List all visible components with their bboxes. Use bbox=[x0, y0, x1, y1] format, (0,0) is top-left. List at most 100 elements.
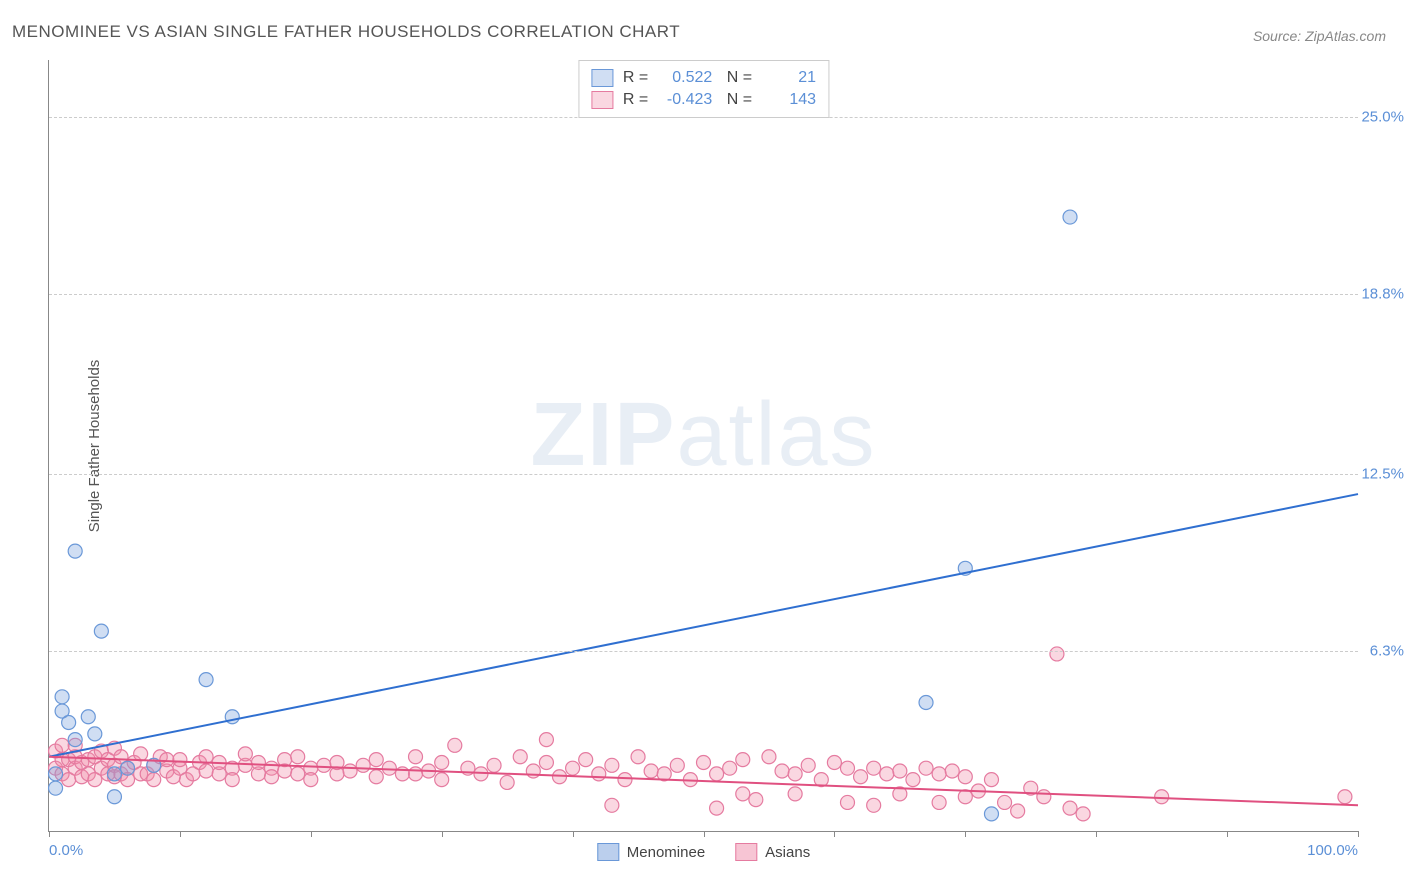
data-point bbox=[539, 733, 553, 747]
data-point bbox=[998, 795, 1012, 809]
data-point bbox=[827, 755, 841, 769]
x-tick bbox=[1096, 831, 1097, 837]
data-point bbox=[618, 773, 632, 787]
y-tick-label: 6.3% bbox=[1370, 643, 1404, 660]
data-point bbox=[88, 727, 102, 741]
data-point bbox=[592, 767, 606, 781]
data-point bbox=[513, 750, 527, 764]
data-point bbox=[251, 755, 265, 769]
x-tick-label: 0.0% bbox=[49, 842, 83, 859]
data-point bbox=[409, 767, 423, 781]
series-label-0: Menominee bbox=[627, 844, 705, 861]
data-point bbox=[199, 673, 213, 687]
data-point bbox=[356, 758, 370, 772]
data-point bbox=[1063, 210, 1077, 224]
data-point bbox=[526, 764, 540, 778]
data-point bbox=[984, 773, 998, 787]
series-legend: Menominee Asians bbox=[597, 843, 810, 861]
data-point bbox=[49, 781, 63, 795]
data-point bbox=[291, 750, 305, 764]
data-point bbox=[723, 761, 737, 775]
x-tick bbox=[573, 831, 574, 837]
x-tick bbox=[1227, 831, 1228, 837]
data-point bbox=[134, 747, 148, 761]
data-point bbox=[1063, 801, 1077, 815]
data-point bbox=[945, 764, 959, 778]
data-point bbox=[919, 696, 933, 710]
data-point bbox=[736, 753, 750, 767]
data-point bbox=[49, 767, 63, 781]
data-point bbox=[317, 758, 331, 772]
series-legend-item-0: Menominee bbox=[597, 843, 705, 861]
data-point bbox=[932, 795, 946, 809]
data-point bbox=[854, 770, 868, 784]
data-point bbox=[840, 795, 854, 809]
data-point bbox=[1155, 790, 1169, 804]
data-point bbox=[919, 761, 933, 775]
data-point bbox=[539, 755, 553, 769]
data-point bbox=[81, 710, 95, 724]
data-point bbox=[840, 761, 854, 775]
data-point bbox=[1011, 804, 1025, 818]
data-point bbox=[55, 690, 69, 704]
data-point bbox=[566, 761, 580, 775]
gridline bbox=[49, 474, 1358, 475]
x-tick bbox=[311, 831, 312, 837]
data-point bbox=[62, 715, 76, 729]
data-point bbox=[736, 787, 750, 801]
x-tick bbox=[49, 831, 50, 837]
data-point bbox=[238, 747, 252, 761]
series-legend-item-1: Asians bbox=[735, 843, 810, 861]
data-point bbox=[605, 798, 619, 812]
data-point bbox=[107, 790, 121, 804]
series-swatch-0 bbox=[597, 843, 619, 861]
data-point bbox=[107, 767, 121, 781]
data-point bbox=[984, 807, 998, 821]
data-point bbox=[893, 764, 907, 778]
plot-area: ZIPatlas R = 0.522 N = 21 R = -0.423 N =… bbox=[48, 60, 1358, 832]
data-point bbox=[369, 770, 383, 784]
data-point bbox=[579, 753, 593, 767]
data-point bbox=[199, 764, 213, 778]
data-point bbox=[932, 767, 946, 781]
data-point bbox=[291, 767, 305, 781]
data-point bbox=[906, 773, 920, 787]
data-point bbox=[775, 764, 789, 778]
data-point bbox=[160, 753, 174, 767]
gridline bbox=[49, 651, 1358, 652]
data-point bbox=[369, 753, 383, 767]
data-point bbox=[500, 775, 514, 789]
data-point bbox=[94, 624, 108, 638]
data-point bbox=[55, 738, 69, 752]
data-point bbox=[343, 764, 357, 778]
data-point bbox=[435, 773, 449, 787]
x-tick bbox=[965, 831, 966, 837]
x-tick bbox=[834, 831, 835, 837]
data-point bbox=[867, 761, 881, 775]
data-point bbox=[880, 767, 894, 781]
x-tick bbox=[704, 831, 705, 837]
data-point bbox=[867, 798, 881, 812]
data-point bbox=[1037, 790, 1051, 804]
data-point bbox=[68, 733, 82, 747]
plot-svg bbox=[49, 60, 1358, 831]
x-tick bbox=[180, 831, 181, 837]
data-point bbox=[487, 758, 501, 772]
gridline bbox=[49, 117, 1358, 118]
y-tick-label: 25.0% bbox=[1361, 109, 1404, 126]
y-tick-label: 18.8% bbox=[1361, 286, 1404, 303]
data-point bbox=[788, 787, 802, 801]
data-point bbox=[631, 750, 645, 764]
chart-title: MENOMINEE VS ASIAN SINGLE FATHER HOUSEHO… bbox=[12, 22, 680, 42]
data-point bbox=[225, 773, 239, 787]
y-tick-label: 12.5% bbox=[1361, 466, 1404, 483]
source-label: Source: ZipAtlas.com bbox=[1253, 28, 1386, 44]
data-point bbox=[958, 770, 972, 784]
data-point bbox=[448, 738, 462, 752]
data-point bbox=[605, 758, 619, 772]
chart-container: MENOMINEE VS ASIAN SINGLE FATHER HOUSEHO… bbox=[0, 0, 1406, 892]
data-point bbox=[788, 767, 802, 781]
data-point bbox=[801, 758, 815, 772]
series-label-1: Asians bbox=[765, 844, 810, 861]
x-tick bbox=[1358, 831, 1359, 837]
